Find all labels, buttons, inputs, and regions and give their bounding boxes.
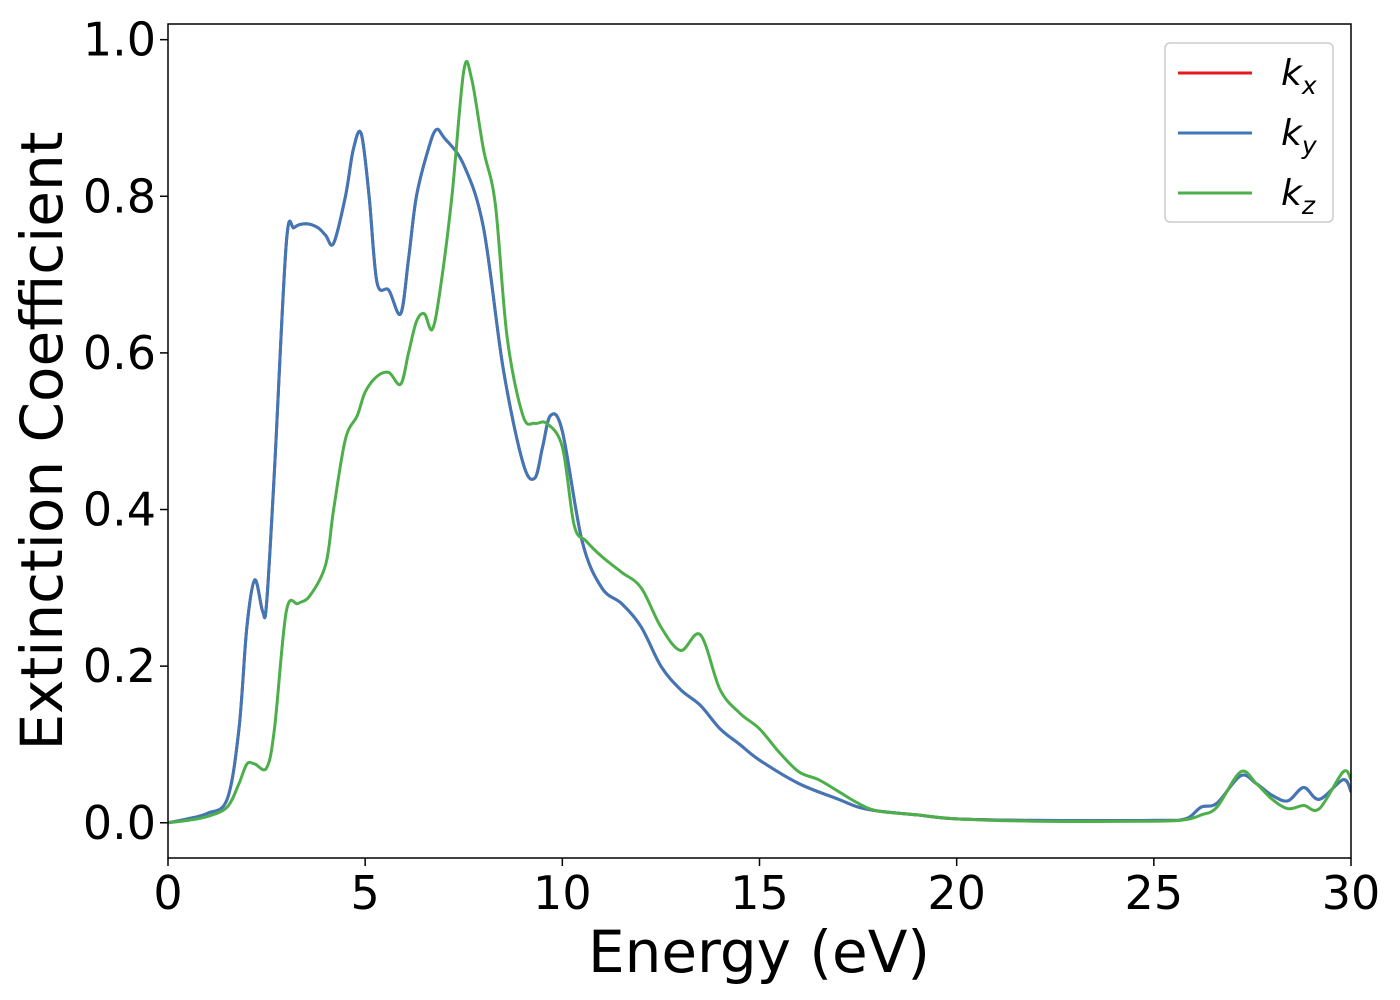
legend: kx ky kz (1164, 42, 1334, 223)
x-tick-label: 0 (153, 866, 182, 920)
y-tick-label: 0.8 (83, 169, 156, 223)
legend-label-z: kz (1281, 173, 1316, 220)
y-tick-label: 0.2 (83, 639, 156, 693)
x-axis-title: Energy (eV) (588, 918, 930, 986)
x-tick-label: 20 (927, 866, 986, 920)
x-tick-label: 30 (1322, 866, 1381, 920)
x-tick-label: 15 (730, 866, 789, 920)
y-tick-label: 0.0 (83, 796, 156, 850)
y-axis: 0.0 0.2 0.4 0.6 0.8 1.0 (83, 13, 168, 850)
y-tick-label: 1.0 (83, 13, 156, 67)
legend-label-y: ky (1281, 113, 1318, 160)
y-tick-label: 0.4 (83, 483, 156, 537)
legend-label-x: kx (1281, 53, 1317, 100)
x-tick-label: 25 (1125, 866, 1184, 920)
x-axis: 0 5 10 15 20 25 30 (153, 858, 1380, 920)
series-layer (168, 59, 1351, 825)
x-tick-label: 10 (533, 866, 592, 920)
y-axis-title: Extinction Coefficient (8, 132, 76, 751)
y-tick-label: 0.6 (83, 326, 156, 380)
series-line-z (168, 59, 1351, 825)
x-tick-label: 5 (351, 866, 380, 920)
